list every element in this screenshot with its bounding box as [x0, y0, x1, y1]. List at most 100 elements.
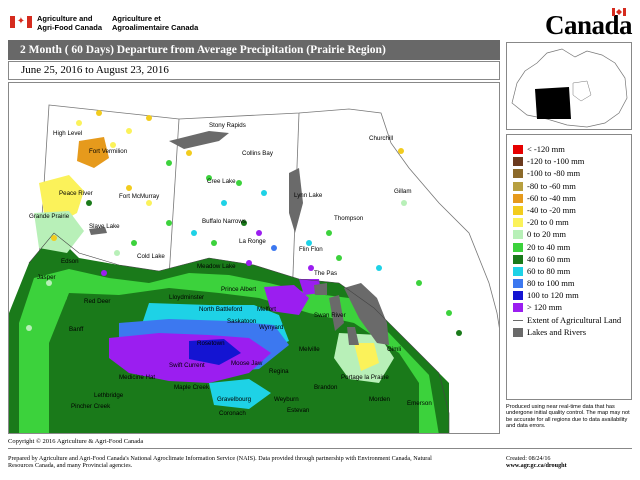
dept-fr-line2: Agroalimentaire Canada [112, 22, 199, 32]
city-label: The Pas [314, 270, 337, 277]
city-label: Pincher Creek [71, 403, 111, 410]
map-legend: < -120 mm -120 to -100 mm -100 to -80 mm… [506, 134, 632, 400]
legend-label: -100 to -80 mm [527, 168, 581, 179]
city-label: Regina [269, 368, 289, 375]
legend-swatch [513, 169, 523, 179]
legend-item: 0 to 20 mm [513, 228, 631, 240]
department-name-english: Agriculture and Agri-Food Canada [37, 14, 102, 32]
legend-swatch [513, 242, 523, 252]
map-title: 2 Month ( 60 Days) Departure from Averag… [8, 40, 500, 60]
lesser-slave-lake [89, 227, 107, 235]
city-label: Melfort [257, 306, 276, 313]
canada-wordmark: Canada [545, 10, 633, 40]
legend-extent-item: Extent of Agricultural Land [513, 314, 631, 326]
high-level-dry [77, 137, 109, 168]
dept-en-line1: Agriculture and [37, 14, 93, 23]
lake-manitoba [347, 327, 359, 345]
city-label: North Battleford [199, 306, 243, 313]
footer-credits: Prepared by Agriculture and Agri-Food Ca… [8, 455, 432, 469]
city-label: Fort Vermilion [89, 148, 128, 155]
city-label: Buffalo Narrows [202, 218, 246, 225]
hudson-bay [572, 80, 592, 102]
city-label: Slave Lake [89, 223, 120, 230]
city-label: Edson [61, 258, 79, 265]
city-label: Weyburn [274, 396, 299, 403]
canada-inset-map [506, 42, 632, 130]
created-info: Created: 08/24/16 www.agr.gc.ca/drought [506, 455, 567, 469]
city-label: Saskatoon [227, 318, 257, 325]
data-disclaimer: Produced using near real-time data that … [506, 404, 630, 430]
city-label: La Ronge [239, 238, 266, 245]
legend-item: -80 to -60 mm [513, 180, 631, 192]
legend-item: 80 to 100 mm [513, 277, 631, 289]
header: ✦ Agriculture and Agri-Food Canada Agric… [0, 0, 640, 40]
city-label: Maple Creek [174, 384, 210, 391]
legend-swatch [513, 181, 523, 191]
dept-en-line2: Agri-Food Canada [37, 22, 102, 32]
inset-canvas [511, 48, 628, 128]
legend-swatch [513, 145, 523, 154]
legend-lakes-label: Lakes and Rivers [527, 326, 587, 337]
extent-line-swatch [513, 319, 523, 322]
legend-swatch [513, 193, 523, 203]
city-label: Stony Rapids [209, 122, 246, 129]
lake-athabasca [169, 131, 229, 149]
peace-region-lightgreen [34, 211, 84, 253]
city-label: Red Deer [84, 298, 110, 305]
agri-zone-cyan-s [209, 379, 271, 409]
legend-item: -20 to 0 mm [513, 216, 631, 228]
legend-extent-label: Extent of Agricultural Land [527, 314, 622, 325]
city-label: Rosetown [197, 340, 225, 347]
legend-label: -80 to -60 mm [527, 180, 576, 191]
city-label: Medicine Hat [119, 374, 155, 381]
legend-label: > 120 mm [527, 302, 563, 313]
city-label: Collins Bay [242, 150, 274, 157]
lake-winnipeg [344, 283, 389, 345]
canada-flag-icon: ✦ [10, 16, 32, 28]
legend-swatch [513, 230, 523, 240]
legend-item: > 120 mm [513, 301, 631, 313]
city-label: Gimli [387, 346, 401, 353]
peace-region-dry [39, 175, 84, 223]
legend-label: 20 to 40 mm [527, 241, 571, 252]
city-label: Brandon [314, 384, 338, 391]
city-label: Melville [299, 346, 320, 353]
legend-item: -40 to -20 mm [513, 204, 631, 216]
legend-lakes-item: Lakes and Rivers [513, 326, 631, 338]
legend-label: 0 to 20 mm [527, 229, 566, 240]
legend-label: 60 to 80 mm [527, 265, 571, 276]
drought-url[interactable]: www.agr.gc.ca/drought [506, 462, 567, 469]
city-label: Coronach [219, 410, 246, 417]
agri-zone-purple-ne [264, 285, 309, 315]
cedar-lake [314, 283, 327, 295]
city-label: Gillam [394, 188, 412, 195]
city-label: Emerson [407, 400, 432, 407]
legend-swatch [513, 266, 523, 276]
city-label: Swift Current [169, 362, 205, 369]
city-label: Fort McMurray [119, 193, 160, 200]
agri-zone-darkblue [189, 339, 241, 365]
legend-label: -20 to 0 mm [527, 217, 569, 228]
agri-zone-yellow-se [354, 343, 379, 371]
city-label: Portage la Prairie [341, 374, 389, 381]
city-label: Estevan [287, 407, 310, 414]
legend-label: 100 to 120 mm [527, 290, 579, 301]
legend-item: 60 to 80 mm [513, 265, 631, 277]
city-label: Churchill [369, 135, 393, 142]
legend-swatch [513, 218, 523, 228]
created-date: Created: 08/24/16 [506, 455, 551, 462]
city-label: Jasper [37, 274, 56, 281]
city-label: Wynyard [259, 324, 284, 331]
city-label: High Level [53, 130, 82, 137]
city-label: Meadow Lake [197, 263, 236, 270]
city-label: Lloydminster [169, 294, 204, 301]
legend-item: 40 to 60 mm [513, 253, 631, 265]
station-dots [26, 110, 462, 336]
legend-item: -60 to -40 mm [513, 192, 631, 204]
city-label: Swan River [314, 312, 346, 319]
legend-item: -100 to -80 mm [513, 167, 631, 179]
city-label: Gravelbourg [217, 396, 252, 403]
city-label: Thompson [334, 215, 364, 222]
map-canvas: Stony Rapids Churchill High Level Fort V… [9, 104, 499, 433]
reindeer-lake [289, 168, 303, 233]
